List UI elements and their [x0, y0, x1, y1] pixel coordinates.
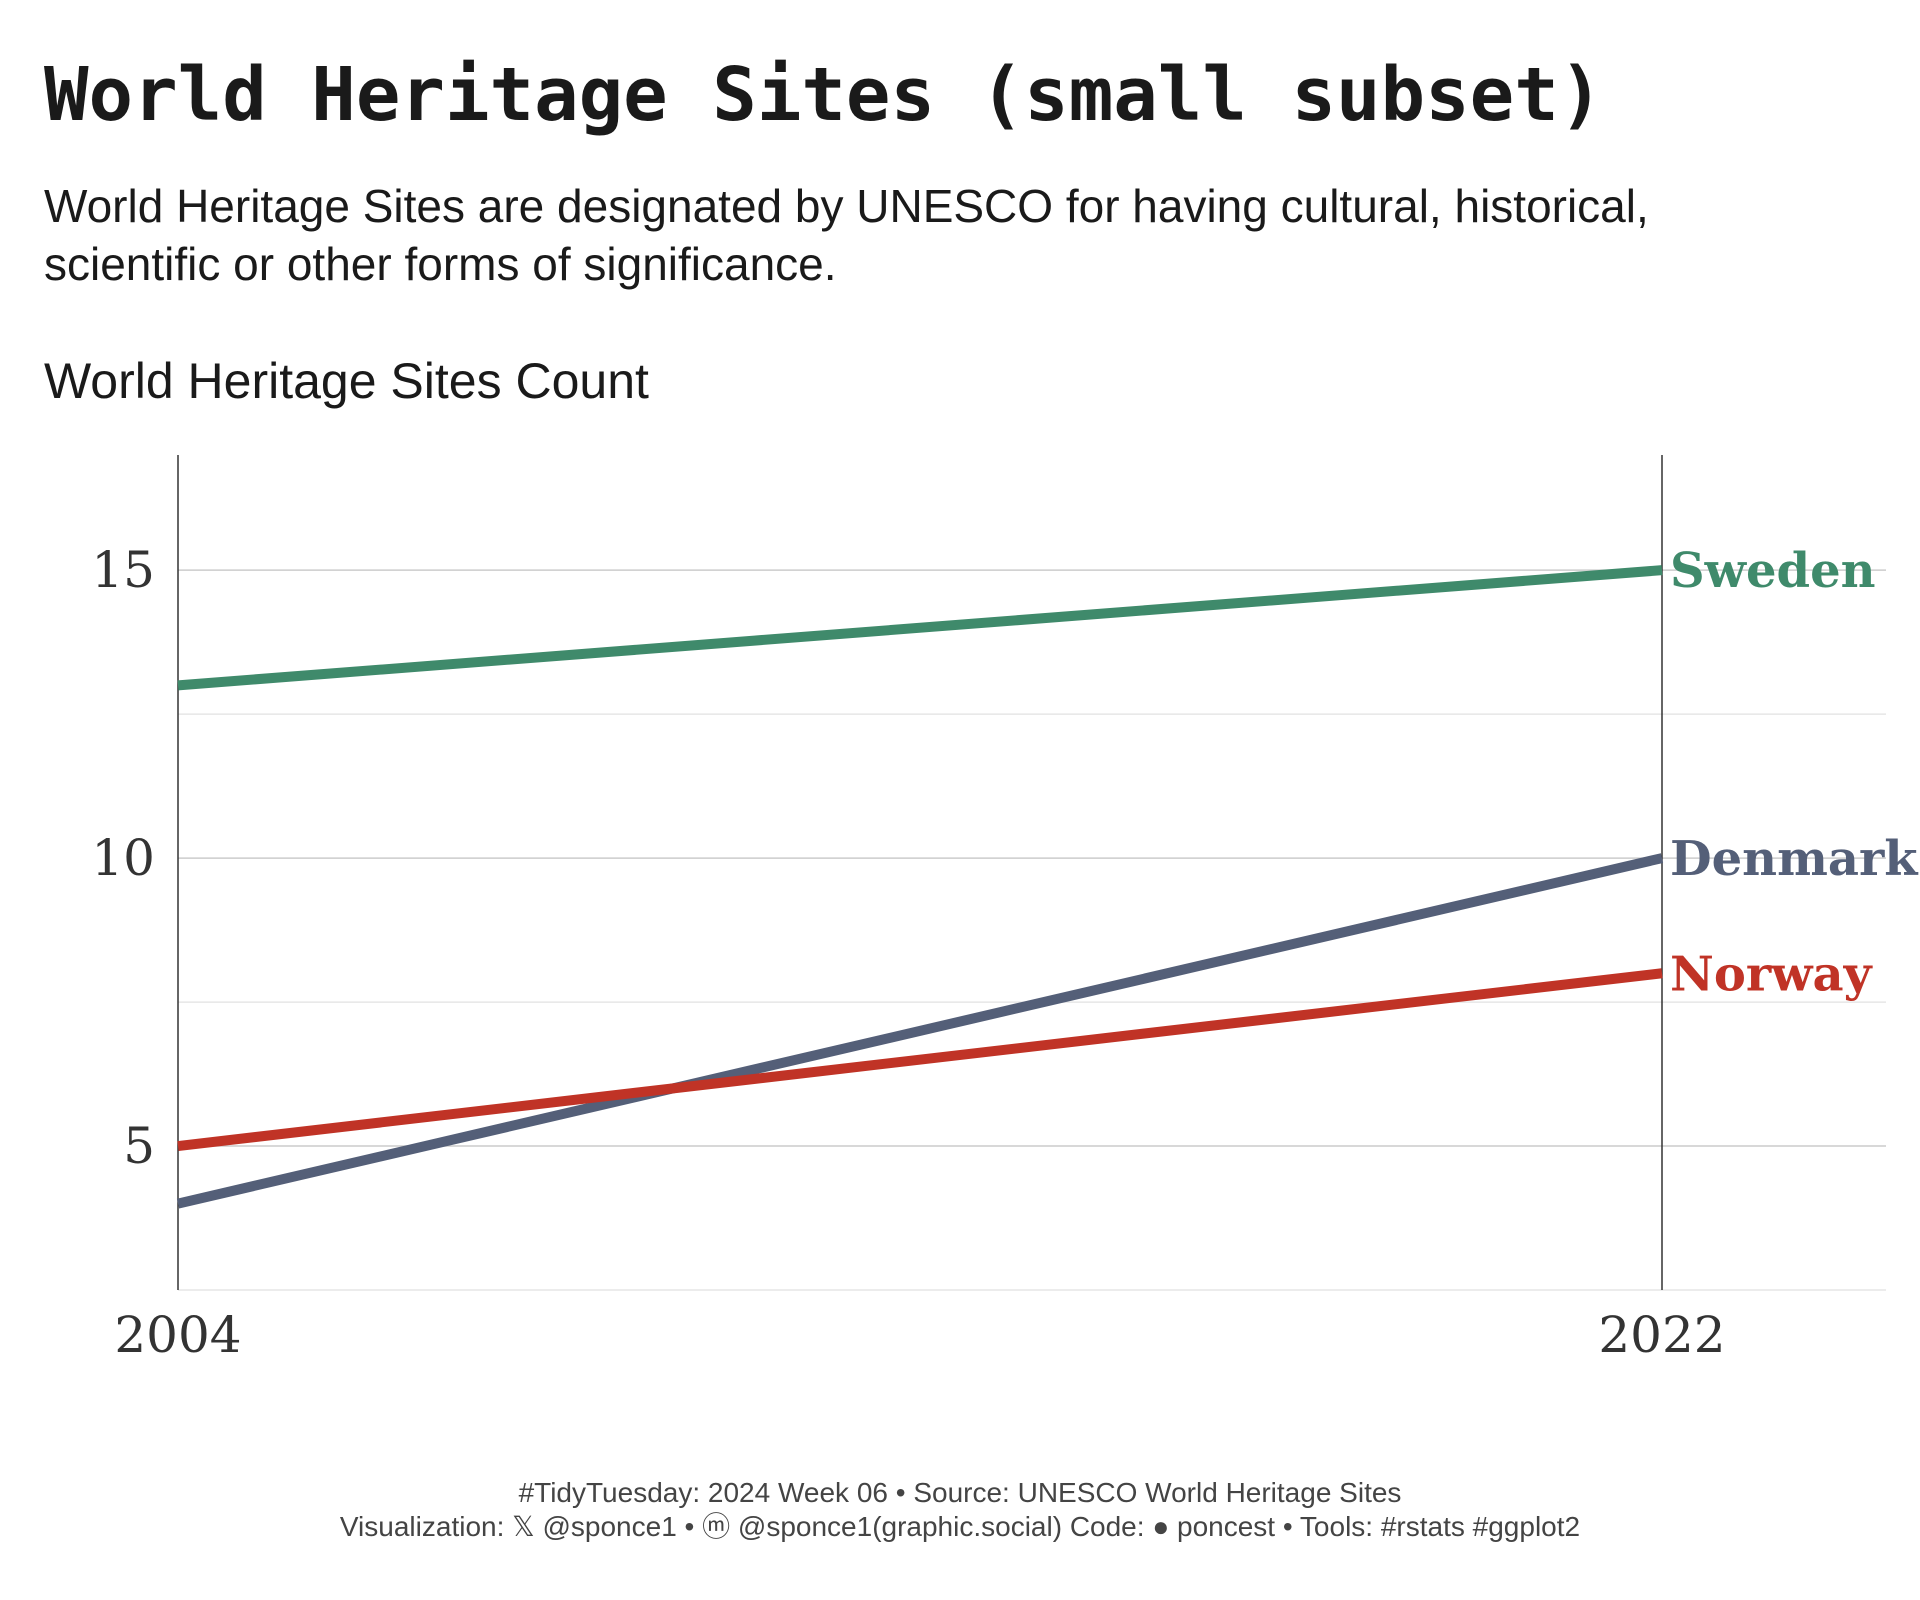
- label-layer: Sweden Denmark Norway: [1670, 543, 1919, 1002]
- chart-subtitle-line-1: World Heritage Sites are designated by U…: [44, 180, 1649, 232]
- x-tick-label: 2022: [1598, 1306, 1725, 1364]
- series-layer: [176, 565, 1664, 1209]
- chart-subtitle-line-2: scientific or other forms of significanc…: [44, 238, 837, 290]
- y-tick-label: 10: [91, 829, 155, 887]
- axis-layer: 5 10 15 2004 2022: [91, 455, 1726, 1364]
- y-tick-label: 5: [123, 1117, 155, 1175]
- series-line-sweden: [177, 565, 1663, 691]
- x-tick-label: 2004: [114, 1306, 241, 1364]
- series-label-sweden: Sweden: [1670, 543, 1876, 599]
- y-axis-label: World Heritage Sites Count: [44, 353, 649, 409]
- caption-line-2: Visualization: 𝕏 @sponce1 • ⓜ @sponce1(g…: [340, 1511, 1580, 1542]
- caption-line-1: #TidyTuesday: 2024 Week 06 • Source: UNE…: [519, 1477, 1402, 1508]
- series-line-norway: [177, 968, 1663, 1152]
- series-line-denmark: [176, 853, 1664, 1209]
- series-label-norway: Norway: [1670, 946, 1874, 1002]
- y-tick-label: 15: [91, 541, 155, 599]
- chart-title: World Heritage Sites (small subset): [44, 52, 1603, 138]
- grid-layer: [178, 569, 1886, 1291]
- series-label-denmark: Denmark: [1670, 831, 1919, 887]
